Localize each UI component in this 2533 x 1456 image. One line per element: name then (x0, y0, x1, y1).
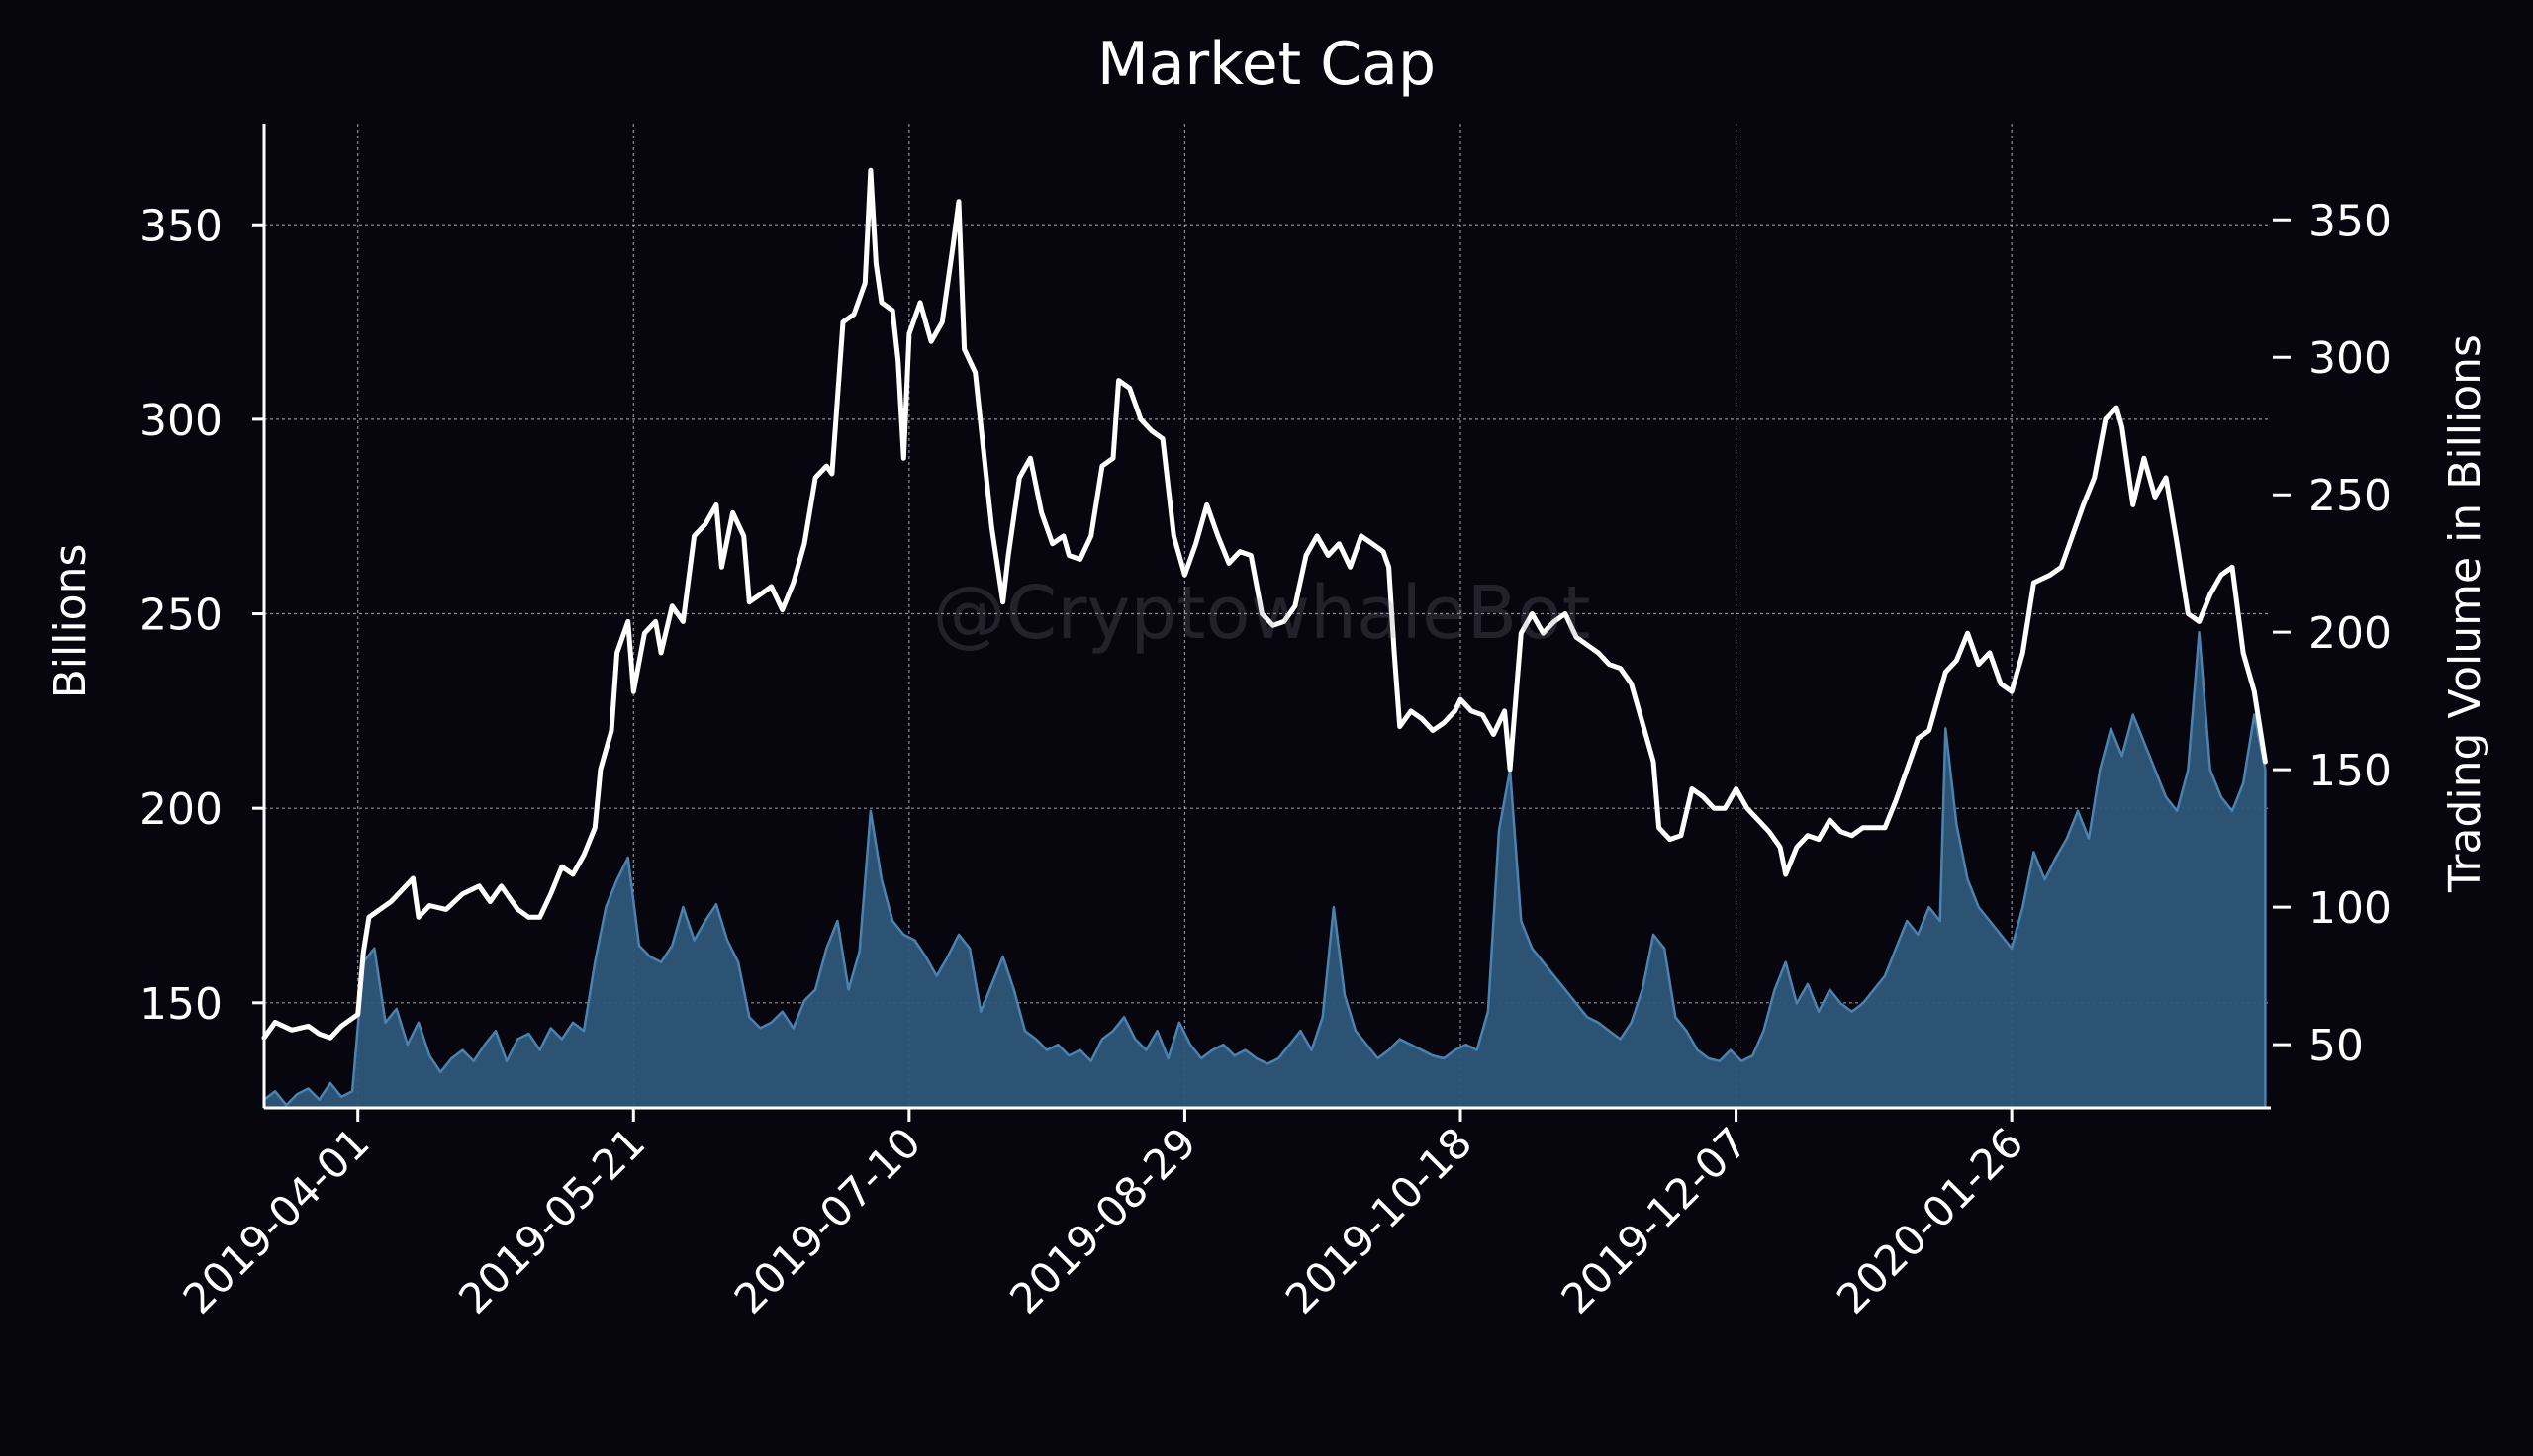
trading-volume-area (262, 630, 2267, 1110)
y-tick-label: 150 (140, 979, 223, 1030)
market-cap-line (261, 167, 2268, 1041)
watermark: @CryptowhaleBot (932, 571, 1590, 656)
chart-title: Market Cap (1097, 30, 1436, 99)
y-tick-label: 300 (140, 396, 223, 446)
y-tick-label: 350 (140, 201, 223, 251)
y-axis-label: Billions (46, 544, 96, 699)
axes-layer (252, 124, 2291, 1122)
y2-tick-label: 200 (2308, 608, 2392, 659)
y2-tick-label: 250 (2308, 471, 2392, 521)
y2-tick-label: 150 (2308, 746, 2392, 796)
y2-tick-label: 50 (2308, 1021, 2364, 1071)
y-tick-label: 200 (140, 784, 223, 835)
y2-tick-label: 100 (2308, 883, 2392, 934)
market-cap-line-layer (261, 167, 2268, 1041)
volume-area-layer (262, 630, 2267, 1110)
y2-tick-label: 350 (2308, 196, 2392, 246)
y2-tick-label: 300 (2308, 333, 2392, 384)
y-tick-label: 250 (140, 591, 223, 641)
y2-axis-label: Trading Volume in Billions (2440, 334, 2490, 893)
